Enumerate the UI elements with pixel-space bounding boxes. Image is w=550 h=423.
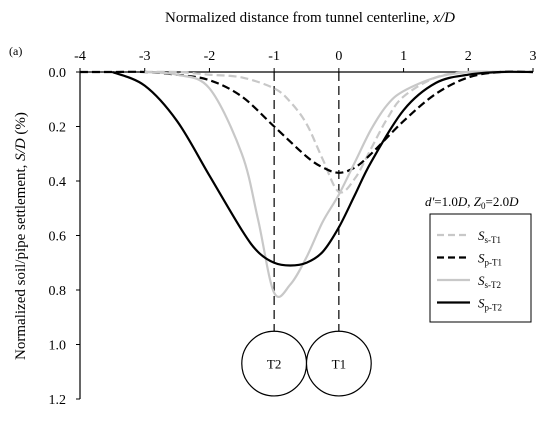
- x-tick-label: -3: [139, 49, 151, 64]
- x-tick-label: -4: [74, 49, 86, 64]
- series-line-p-T2: [111, 70, 534, 267]
- legend-label: Ss-T2: [478, 273, 501, 290]
- series-line-p-T1: [80, 70, 534, 174]
- legend-box: [429, 213, 532, 323]
- y-axis-title: Normalized soil/pipe settlement, S/D (%): [13, 112, 29, 360]
- axes-layer: -4 -3 -2 -1 0 1 2 3 0.0 0.2 0.4 0.6 0.8 1.0 1.2: [49, 49, 537, 408]
- tunnel-label: T1: [332, 357, 346, 372]
- x-tick-label: 3: [530, 49, 537, 64]
- y-tick-label: 1.2: [49, 393, 67, 408]
- x-tick-label: -1: [268, 49, 280, 64]
- tunnel-centerlines: [273, 72, 340, 364]
- x-tick-label: -2: [204, 49, 216, 64]
- y-tick-label: 0.2: [49, 121, 67, 136]
- tunnel-label: T2: [267, 357, 281, 372]
- parameter-note: d'=1.0D, Z0=2.0D: [425, 194, 519, 211]
- legend-label: Sp-T2: [478, 296, 502, 313]
- y-tick-label: 0.4: [49, 175, 67, 190]
- y-tick-label: 0.6: [49, 230, 67, 245]
- series-line-s-T1: [144, 70, 501, 194]
- tunnel-T1: [305, 330, 372, 397]
- x-tick-label: 0: [335, 49, 342, 64]
- panel-label: (a): [9, 44, 22, 58]
- series-layer: [80, 70, 534, 298]
- legend: Ss-T1 Sp-T1 Ss-T2 Sp-T2: [429, 213, 532, 323]
- legend-label: Sp-T1: [478, 251, 502, 268]
- x-tick-label: 2: [465, 49, 472, 64]
- x-axis-title: Normalized distance from tunnel centerli…: [165, 10, 455, 26]
- tunnels-layer: T2 T1: [241, 330, 372, 397]
- y-tick-label: 0.8: [49, 284, 67, 299]
- y-tick-label: 0.0: [49, 66, 67, 81]
- series-line-s-T2: [144, 70, 533, 298]
- y-tick-label: 1.0: [49, 339, 67, 354]
- legend-label: Ss-T1: [478, 228, 501, 245]
- x-tick-label: 1: [400, 49, 407, 64]
